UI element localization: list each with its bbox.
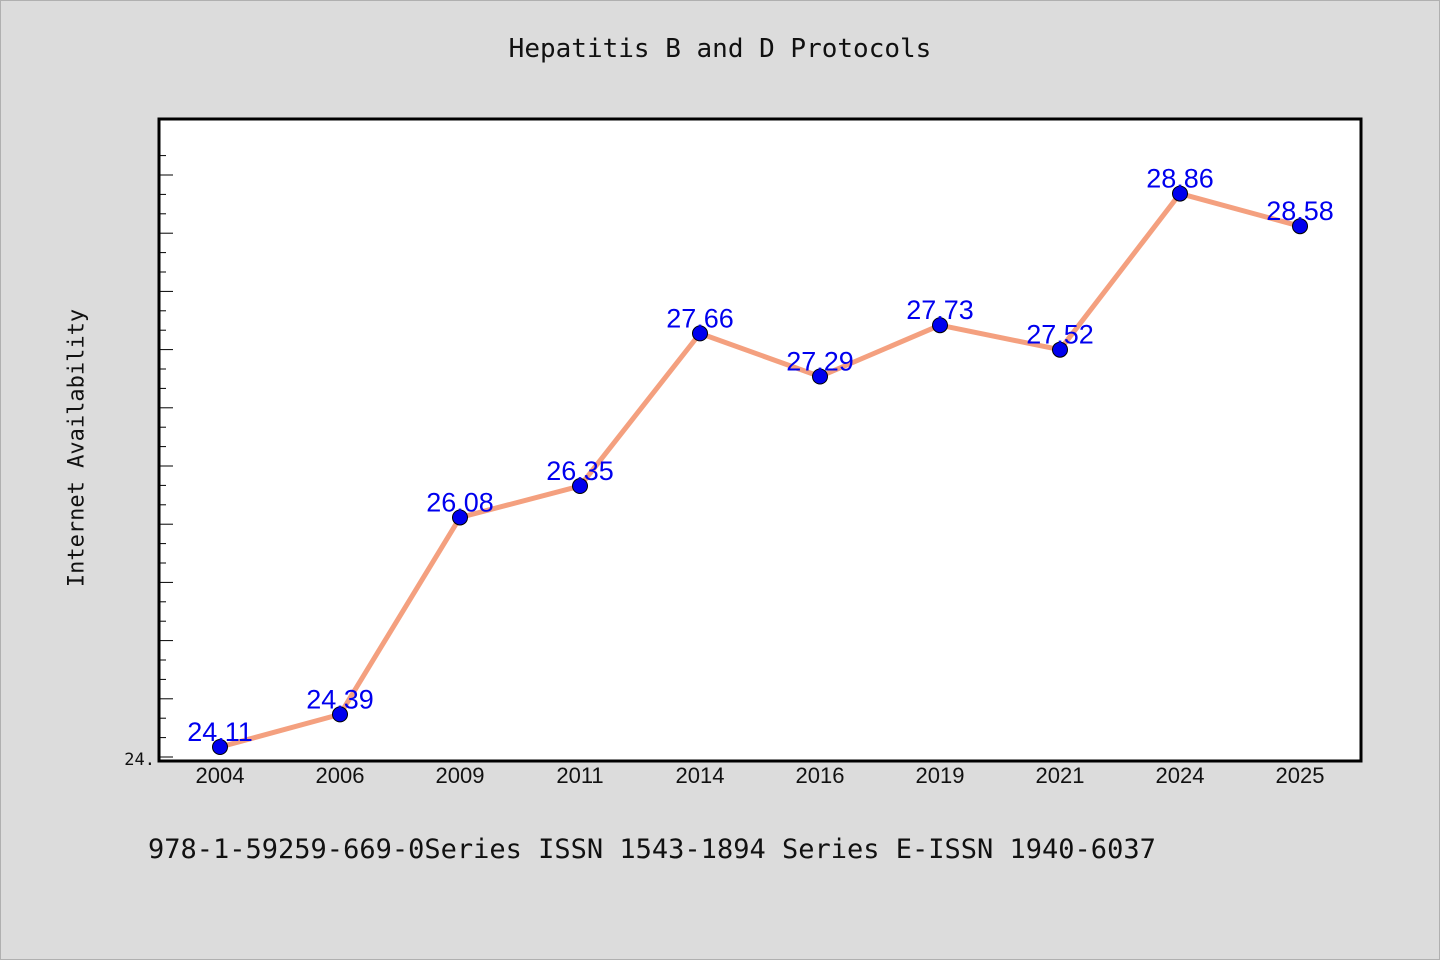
data-label: 26.08 (426, 487, 494, 517)
data-labels: 24.11 24.39 26.08 26.35 27.66 27.29 27.73 27.52… (187, 164, 1334, 747)
x-tick-label: 2004 (196, 763, 245, 788)
data-label: 27.52 (1026, 320, 1094, 350)
data-label: 24.39 (306, 684, 374, 714)
x-axis-tick-labels: 2004 2006 2009 2011 2014 2016 2019 2021 2024 2025 (196, 763, 1325, 788)
data-point (212, 739, 228, 756)
series-line (217, 191, 1303, 750)
footer-isbn-text: 978-1-59259-669-0Series ISSN 1543-1894 S… (148, 834, 1156, 865)
data-point (812, 368, 828, 385)
x-tick-label: 2025 (1276, 763, 1325, 788)
x-tick-label: 2014 (676, 763, 725, 788)
data-label: 27.73 (906, 295, 974, 325)
data-label: 24.11 (187, 717, 253, 747)
data-point (1292, 218, 1308, 235)
chart-title: Hepatitis B and D Protocols (508, 34, 932, 64)
data-point (1172, 185, 1188, 202)
series-line-group (217, 191, 1303, 750)
x-tick-label: 2006 (316, 763, 365, 788)
data-markers (212, 185, 1308, 756)
x-tick-label: 2024 (1156, 763, 1205, 788)
data-label: 26.35 (546, 456, 614, 486)
x-tick-label: 2011 (556, 763, 603, 788)
y-tick-label: 24. (124, 750, 155, 770)
data-point (932, 317, 948, 334)
plot-area (157, 117, 1363, 763)
data-point (452, 509, 468, 526)
y-axis-tick-labels: 24. (124, 750, 155, 770)
x-tick-label: 2009 (436, 763, 485, 788)
y-axis-ticks (159, 155, 173, 758)
data-label: 27.29 (786, 346, 854, 376)
data-point (332, 706, 348, 723)
data-point (1052, 341, 1068, 358)
x-tick-label: 2021 (1036, 763, 1085, 788)
x-tick-label: 2016 (796, 763, 845, 788)
data-point (572, 478, 588, 495)
data-label: 28.86 (1146, 164, 1214, 194)
data-label: 27.66 (666, 303, 734, 333)
data-point (692, 325, 708, 342)
x-tick-label: 2019 (916, 763, 965, 788)
data-label: 28.58 (1266, 196, 1334, 226)
